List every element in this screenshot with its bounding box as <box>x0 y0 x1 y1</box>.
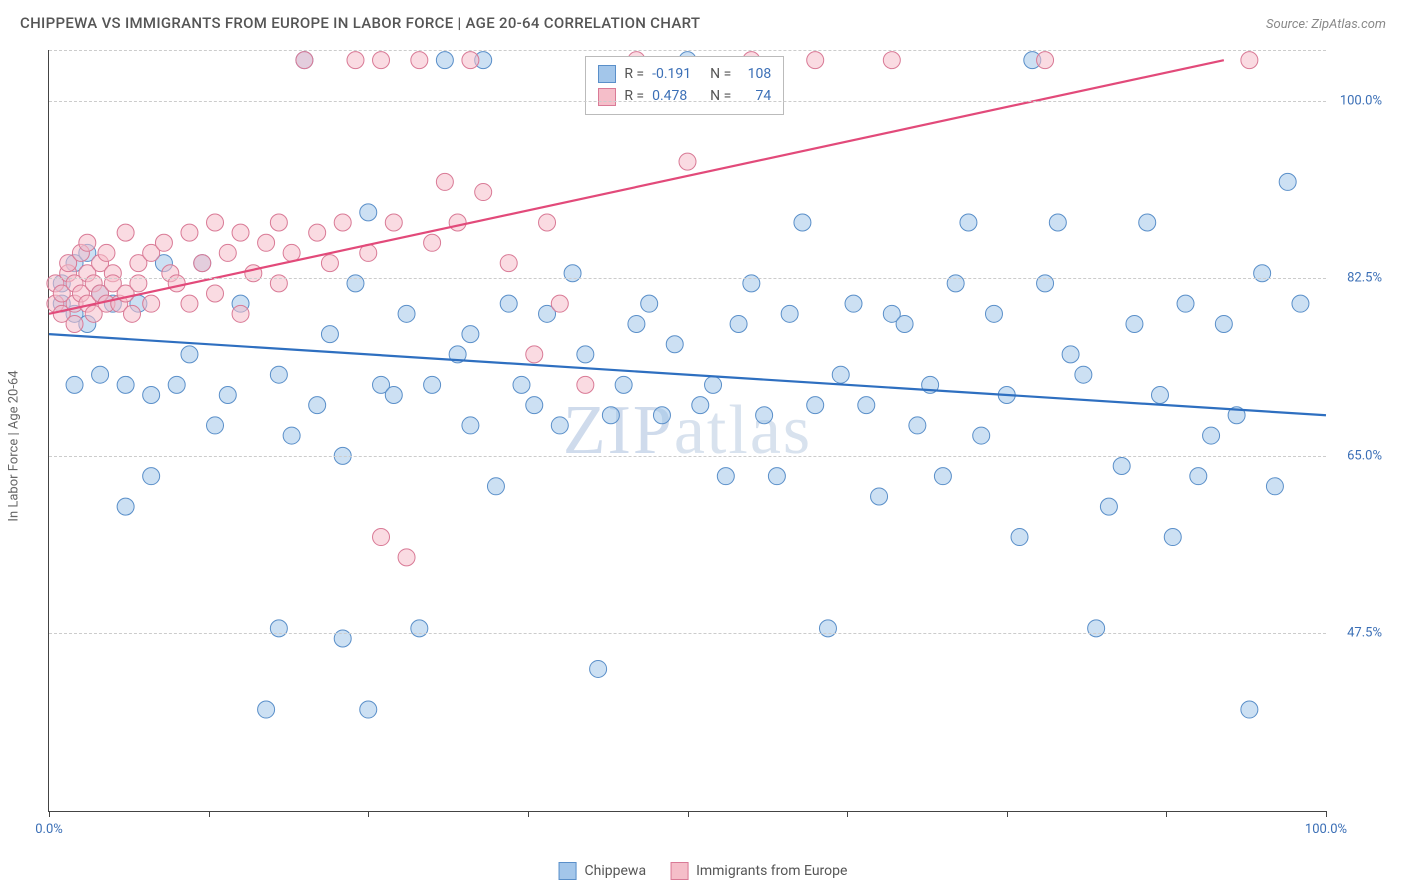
r-label: R = <box>624 63 644 85</box>
chart-title: CHIPPEWA VS IMMIGRANTS FROM EUROPE IN LA… <box>20 14 700 32</box>
legend-label-chippewa: Chippewa <box>585 863 647 879</box>
legend-row-europe: R = 0.478 N = 74 <box>598 85 771 107</box>
x-tick-label: 100.0% <box>1305 822 1347 837</box>
y-tick-label: 65.0% <box>1347 448 1382 463</box>
swatch-chippewa <box>598 65 616 83</box>
n-label: N = <box>710 63 731 85</box>
r-value-chippewa: -0.191 <box>652 63 702 85</box>
swatch-europe-icon <box>670 862 688 880</box>
swatch-chippewa-icon <box>559 862 577 880</box>
correlation-legend: R = -0.191 N = 108 R = 0.478 N = 74 <box>585 56 784 115</box>
y-tick-label: 100.0% <box>1340 93 1382 108</box>
series-legend: Chippewa Immigrants from Europe <box>559 862 848 880</box>
legend-item-chippewa: Chippewa <box>559 862 647 880</box>
n-value-chippewa: 108 <box>739 63 771 85</box>
y-axis-title: In Labor Force | Age 20-64 <box>7 370 22 521</box>
n-value-europe: 74 <box>739 85 771 107</box>
x-tick-label: 0.0% <box>35 822 63 837</box>
legend-label-europe: Immigrants from Europe <box>696 863 847 879</box>
n-label: N = <box>710 85 731 107</box>
chart-container: In Labor Force | Age 20-64 ZIPatlas R = … <box>48 50 1386 842</box>
plot-area: ZIPatlas R = -0.191 N = 108 R = 0.478 N … <box>48 50 1326 812</box>
y-tick-label: 82.5% <box>1347 271 1382 286</box>
swatch-europe <box>598 88 616 106</box>
source-label: Source: ZipAtlas.com <box>1266 17 1386 32</box>
r-label: R = <box>624 85 644 107</box>
y-tick-label: 47.5% <box>1347 626 1382 641</box>
legend-row-chippewa: R = -0.191 N = 108 <box>598 63 771 85</box>
r-value-europe: 0.478 <box>652 85 702 107</box>
scatter-svg <box>49 50 1326 811</box>
legend-item-europe: Immigrants from Europe <box>670 862 847 880</box>
